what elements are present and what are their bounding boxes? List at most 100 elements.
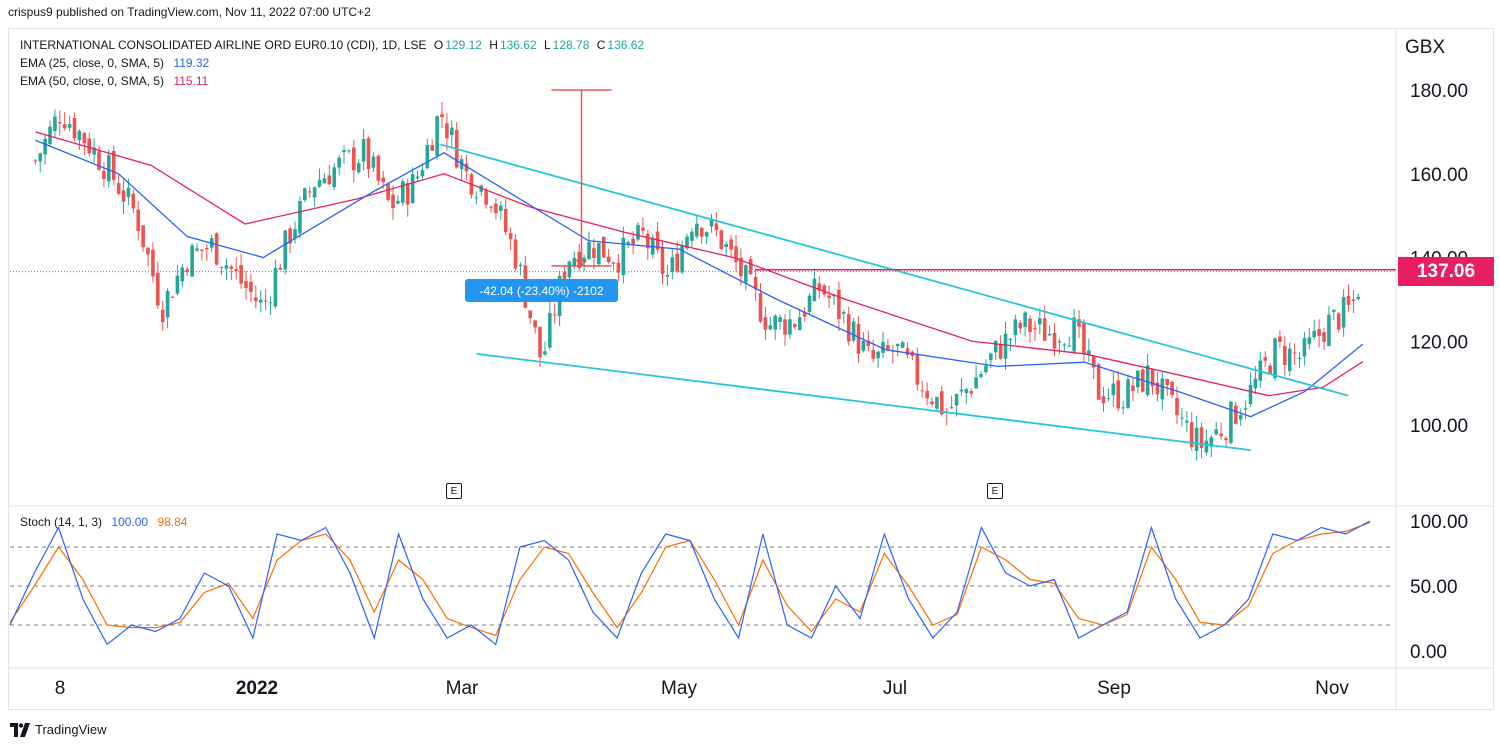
- candle-body: [856, 324, 861, 354]
- candle-body: [38, 153, 43, 162]
- candle-body: [969, 391, 974, 394]
- candle-body: [195, 248, 199, 251]
- candle-body: [709, 219, 714, 227]
- candle-body: [543, 351, 547, 355]
- candle-body: [293, 229, 297, 239]
- candle-body: [1209, 437, 1214, 447]
- candle-body: [1322, 332, 1326, 342]
- candle-body: [234, 268, 239, 271]
- ema25-label: EMA (25, close, 0, SMA, 5): [20, 56, 165, 70]
- candle-body: [322, 178, 327, 184]
- candle-body: [641, 227, 645, 231]
- candle-body: [342, 149, 346, 152]
- candle-body: [1317, 329, 1321, 336]
- candle-body: [464, 163, 469, 172]
- candle-body: [347, 150, 351, 152]
- candle-body: [1307, 337, 1312, 345]
- candle-body: [391, 194, 395, 209]
- candle-body: [949, 407, 954, 409]
- candle-body: [616, 262, 621, 273]
- candle-body: [783, 319, 787, 335]
- candle-body: [1189, 422, 1194, 448]
- candle-body: [273, 268, 278, 307]
- candle-body: [734, 246, 738, 263]
- candle-body: [258, 299, 263, 303]
- candle-body: [1248, 384, 1253, 405]
- candle-body: [121, 190, 126, 202]
- ema25-line: [35, 139, 1364, 418]
- candle-body: [1077, 319, 1081, 327]
- earnings-marker[interactable]: E: [446, 483, 462, 499]
- candle-body: [930, 401, 934, 405]
- candle-body: [587, 242, 591, 260]
- candle-body: [1038, 318, 1042, 325]
- candle-body: [1346, 296, 1351, 305]
- footer-brand: TradingView: [35, 722, 107, 737]
- candle-body: [67, 124, 72, 128]
- candle-body: [508, 233, 513, 240]
- close-value: 136.62: [607, 38, 645, 52]
- symbol-name: INTERNATIONAL CONSOLIDATED AIRLINE ORD E…: [20, 38, 427, 52]
- candle-body: [317, 179, 322, 187]
- candle-body: [386, 183, 390, 200]
- candle-body: [97, 151, 101, 170]
- candle-body: [773, 315, 778, 330]
- candle-body: [1214, 429, 1219, 435]
- ema25-value: 119.32: [173, 56, 210, 70]
- candle-body: [552, 314, 557, 316]
- candle-body: [1229, 401, 1233, 443]
- stoch-legend: Stoch (14, 1, 3) 100.00 98.84: [20, 515, 187, 529]
- candle-body: [219, 266, 224, 268]
- candle-body: [1028, 318, 1032, 332]
- ema50-line: [35, 131, 1364, 397]
- candle-body: [1087, 350, 1091, 355]
- candle-body: [371, 156, 376, 168]
- candle-body: [851, 321, 856, 341]
- candle-body: [33, 160, 38, 162]
- candle-body: [670, 257, 675, 272]
- candle-body: [1180, 417, 1184, 419]
- candle-body: [160, 309, 165, 323]
- candle-body: [1336, 313, 1341, 330]
- candle-body: [895, 343, 900, 347]
- x-tick-label: 2022: [236, 678, 278, 699]
- candle-body: [1283, 345, 1287, 365]
- candle-body: [827, 295, 831, 299]
- candle-body: [474, 197, 479, 199]
- candle-body: [298, 200, 302, 234]
- candle-body: [1287, 348, 1292, 372]
- candle-body: [1297, 357, 1302, 359]
- candle-body: [1150, 369, 1155, 387]
- candle-body: [881, 341, 885, 353]
- candle-body: [435, 116, 439, 156]
- candle-body: [1351, 299, 1356, 301]
- candle-body: [440, 114, 444, 118]
- chart-frame: [8, 28, 1494, 710]
- y-tick-label: 100.00: [1410, 416, 1468, 437]
- candle-body: [283, 230, 288, 270]
- candle-body: [494, 203, 498, 214]
- candle-body: [695, 223, 699, 237]
- candle-body: [53, 116, 57, 132]
- candle-body: [920, 390, 925, 392]
- candle-body: [763, 317, 768, 330]
- candle-body: [263, 300, 268, 302]
- candle-body: [582, 257, 586, 263]
- candle-body: [1302, 338, 1307, 357]
- candle-body: [332, 167, 337, 188]
- candle-body: [959, 389, 964, 392]
- candle-body: [224, 265, 229, 269]
- candle-body: [381, 177, 386, 183]
- candle-body: [1253, 378, 1258, 389]
- measure-label[interactable]: -42.04 (-23.40%) -2102: [465, 279, 618, 302]
- last-price-tag: 137.06: [1398, 257, 1494, 286]
- candle-body: [739, 257, 743, 277]
- candle-body: [793, 324, 797, 328]
- candle-body: [430, 145, 435, 151]
- earnings-marker[interactable]: E: [987, 483, 1003, 499]
- candle-body: [675, 253, 680, 272]
- candle-body: [660, 247, 665, 275]
- candle-body: [376, 155, 381, 181]
- candle-body: [817, 283, 822, 291]
